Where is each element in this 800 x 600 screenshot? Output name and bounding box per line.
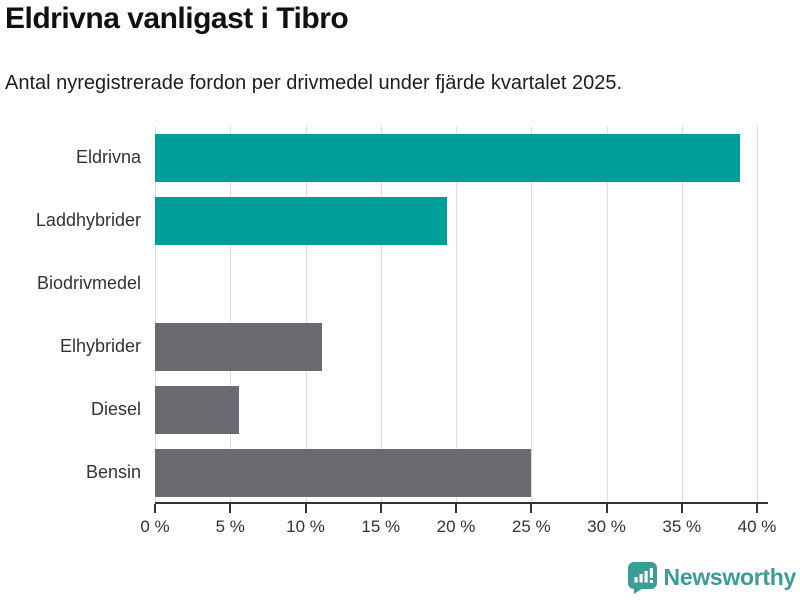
bar [155,196,447,245]
gridline [531,126,533,504]
bar [155,385,240,434]
x-tick-label: 0 % [140,517,170,536]
gridline [155,126,156,504]
x-tick-label: 35 % [662,517,702,536]
x-tick-label: 40 % [737,517,777,536]
bar-chart: Eldrivna Laddhybrider Biodrivmedel Elhybrid… [0,126,800,504]
x-tick-label: 20 % [436,517,476,536]
x-tick [680,504,683,513]
brand-name: Newsworthy [663,564,797,590]
newsworthy-logo: Newsworthy [627,561,796,594]
x-tick [756,504,758,513]
gridline [230,126,232,504]
x-tick-label: 15 % [361,517,401,536]
bar [155,448,532,497]
gridline [681,126,683,504]
x-tick [605,504,608,513]
x-tick [530,504,533,513]
x-axis-line [155,502,768,504]
x-tick-label: 10 % [286,517,325,536]
bar [155,133,741,182]
x-tick-label: 30 % [587,517,626,536]
category-label: Biodrivmedel [36,273,141,293]
category-label: Laddhybrider [35,210,141,230]
gridline [305,126,307,504]
x-tick [229,504,232,513]
category-label: Bensin [85,462,141,482]
gridline [757,126,758,504]
x-tick [154,504,156,513]
x-tick [304,504,307,513]
plot-area [155,126,758,504]
x-tick [455,504,457,513]
bar-chart-speech-bubble-icon [627,562,657,594]
chart-title: Eldrivna vanligast i Tibro [5,2,349,35]
category-label: Eldrivna [75,147,141,167]
x-tick-label: 25 % [511,517,551,536]
category-label: Diesel [90,399,141,419]
chart-subtitle: Antal nyregistrerade fordon per drivmede… [5,72,623,94]
gridline [456,126,457,504]
bar [155,322,323,371]
x-tick-label: 5 % [215,517,245,536]
gridline [380,126,382,504]
gridline [606,126,608,504]
category-label: Elhybrider [59,336,141,356]
x-tick [379,504,382,513]
